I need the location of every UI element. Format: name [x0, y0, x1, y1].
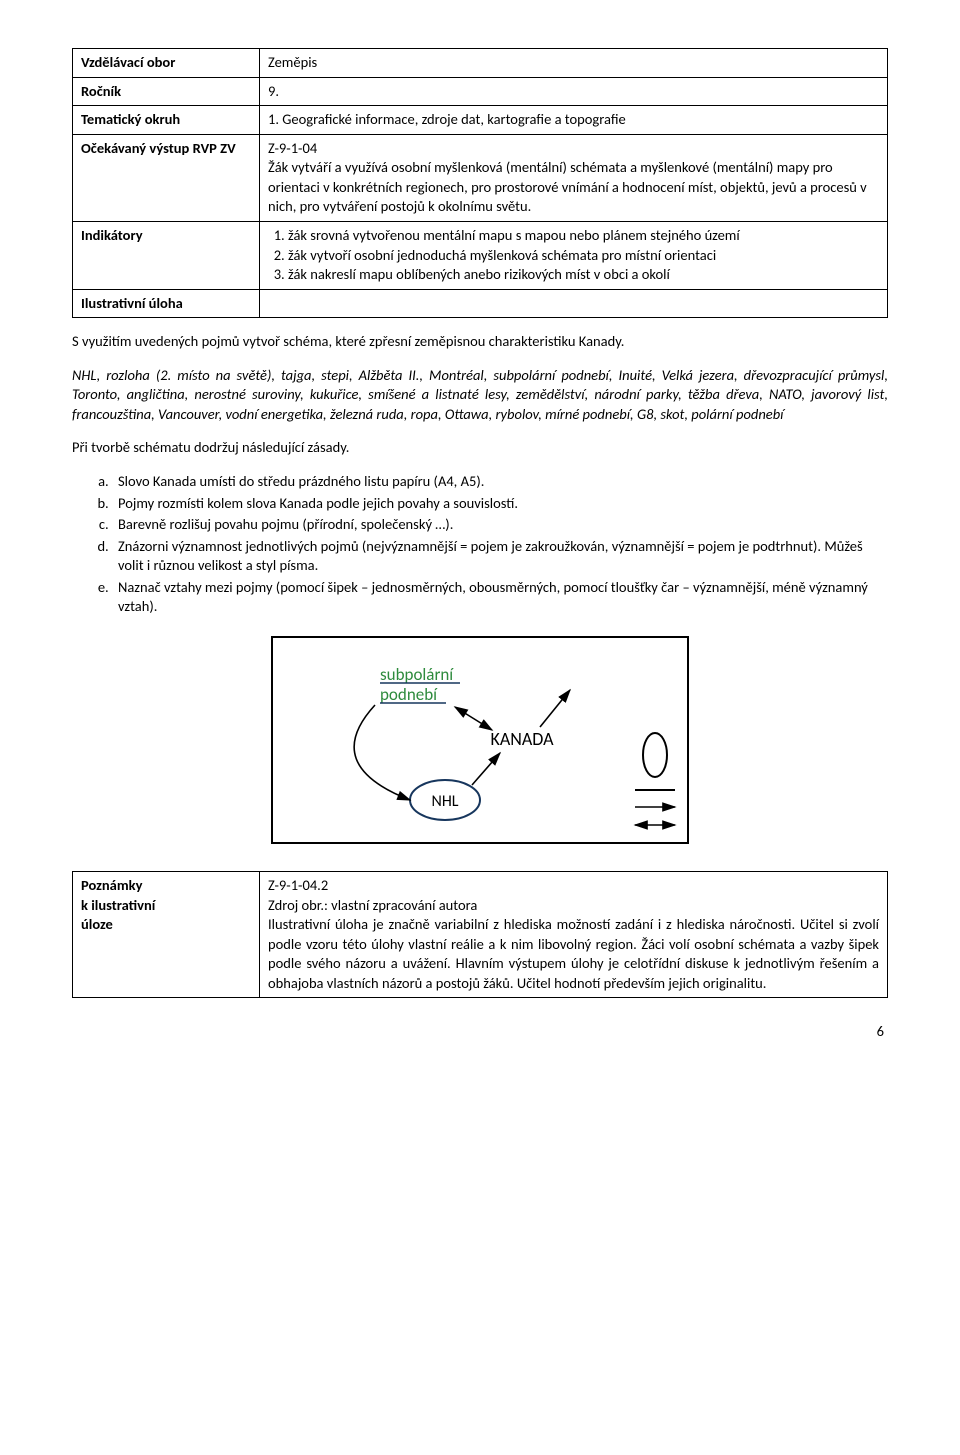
table-row: Indikátory žák srovná vytvořenou mentáln…	[73, 221, 888, 289]
list-item: žák srovná vytvořenou mentální mapu s ma…	[288, 226, 879, 246]
meta-label: Vzdělávací obor	[73, 49, 260, 78]
meta-value-empty	[260, 289, 888, 318]
list-item: žák nakreslí mapu oblíbených anebo rizik…	[288, 265, 879, 285]
diagram-node-center: KANADA	[490, 728, 554, 750]
page-container: Vzdělávací obor Zeměpis Ročník 9. Temati…	[0, 0, 960, 1080]
page-number: 6	[72, 1022, 888, 1040]
diagram-frame	[272, 637, 688, 843]
indicators-list: žák srovná vytvořenou mentální mapu s ma…	[268, 226, 879, 285]
intro-paragraph: S využitím uvedených pojmů vytvoř schéma…	[72, 332, 888, 352]
rules-list: Slovo Kanada umísti do středu prázdného …	[72, 472, 888, 617]
meta-label: Ilustrativní úloha	[73, 289, 260, 318]
diagram-container: subpolární podnebí KANADA NHL	[72, 635, 888, 849]
table-row: Ilustrativní úloha	[73, 289, 888, 318]
list-item: žák vytvoří osobní jednoduchá myšlenková…	[288, 246, 879, 266]
meta-label: Tematický okruh	[73, 106, 260, 135]
diagram-svg: subpolární podnebí KANADA NHL	[270, 635, 690, 845]
meta-label: Indikátory	[73, 221, 260, 289]
diagram-node-subpolar2: podnebí	[380, 684, 438, 705]
table-row: Ročník 9.	[73, 77, 888, 106]
meta-value: 1. Geografické informace, zdroje dat, ka…	[260, 106, 888, 135]
table-row: Vzdělávací obor Zeměpis	[73, 49, 888, 78]
meta-label: Očekávaný výstup RVP ZV	[73, 134, 260, 221]
diagram-node-nhl: NHL	[431, 792, 458, 811]
notes-text: Ilustrativní úloha je značně variabilní …	[268, 915, 879, 992]
meta-value: Z-9-1-04 Žák vytváří a využívá osobní my…	[260, 134, 888, 221]
list-item: Pojmy rozmísti kolem slova Kanada podle …	[112, 494, 888, 514]
diagram-node-subpolar: subpolární	[380, 664, 454, 685]
notes-label-line: k ilustrativní	[81, 896, 155, 914]
list-item: Naznač vztahy mezi pojmy (pomocí šipek –…	[112, 578, 888, 617]
metadata-table: Vzdělávací obor Zeměpis Ročník 9. Temati…	[72, 48, 888, 318]
meta-value: 9.	[260, 77, 888, 106]
meta-value: žák srovná vytvořenou mentální mapu s ma…	[260, 221, 888, 289]
notes-source: Zdroj obr.: vlastní zpracování autora	[268, 896, 477, 914]
table-row: Poznámky k ilustrativní úloze Z-9-1-04.2…	[73, 871, 888, 997]
table-row: Očekávaný výstup RVP ZV Z-9-1-04 Žák vyt…	[73, 134, 888, 221]
meta-label: Ročník	[73, 77, 260, 106]
notes-label-line: Poznámky	[81, 876, 142, 894]
notes-code: Z-9-1-04.2	[268, 876, 328, 894]
notes-table: Poznámky k ilustrativní úloze Z-9-1-04.2…	[72, 871, 888, 998]
rules-intro: Při tvorbě schématu dodržuj následující …	[72, 438, 888, 458]
list-item: Barevně rozlišuj povahu pojmu (přírodní,…	[112, 515, 888, 535]
notes-label-line: úloze	[81, 915, 113, 933]
table-row: Tematický okruh 1. Geografické informace…	[73, 106, 888, 135]
list-item: Znázorni významnost jednotlivých pojmů (…	[112, 537, 888, 576]
list-item: Slovo Kanada umísti do středu prázdného …	[112, 472, 888, 492]
outcome-code: Z-9-1-04	[268, 139, 317, 157]
notes-content: Z-9-1-04.2 Zdroj obr.: vlastní zpracován…	[260, 871, 888, 997]
meta-value: Zeměpis	[260, 49, 888, 78]
terms-paragraph: NHL, rozloha (2. místo na světě), tajga,…	[72, 366, 888, 425]
notes-label: Poznámky k ilustrativní úloze	[73, 871, 260, 997]
outcome-text: Žák vytváří a využívá osobní myšlenková …	[268, 158, 867, 215]
